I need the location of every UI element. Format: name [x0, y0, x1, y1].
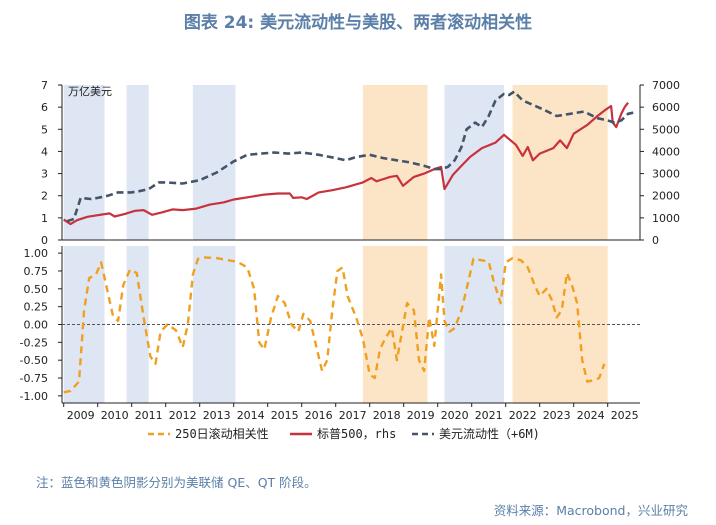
x-tick-label: 2023 — [543, 409, 571, 422]
corr-y-tick-label: 0.25 — [24, 301, 49, 314]
correlation-line — [63, 256, 606, 394]
right-y-tick-label: 5000 — [652, 123, 680, 136]
x-tick-label: 2025 — [611, 409, 639, 422]
right-y-tick-label: 0 — [652, 234, 659, 247]
sp500-line — [63, 102, 629, 226]
legend: 250日滚动相关性 标普500，rhs 美元流动性（+6M) — [148, 426, 540, 441]
series-layer — [63, 90, 634, 394]
x-tick-label: 2019 — [407, 409, 435, 422]
right-y-tick-label: 6000 — [652, 101, 680, 114]
right-y-tick-label: 7000 — [652, 79, 680, 92]
x-tick-label: 2009 — [67, 409, 95, 422]
corr-y-tick-label: -0.25 — [20, 336, 48, 349]
corr-y-tick-label: 0.50 — [24, 283, 49, 296]
right-y-tick-label: 2000 — [652, 190, 680, 203]
right-y-tick-label: 4000 — [652, 145, 680, 158]
x-tick-label: 2010 — [101, 409, 129, 422]
x-tick-label: 2011 — [135, 409, 163, 422]
x-tick-label: 2016 — [305, 409, 333, 422]
chart: 0 1 2 3 4 5 6 7 0 1000 2000 3000 4000 5000 6000 7000 万亿美… — [20, 79, 680, 441]
x-tick-label: 2014 — [237, 409, 265, 422]
corr-y-tick-label: 0.00 — [24, 319, 49, 332]
right-y-tick-label: 3000 — [652, 168, 680, 181]
footnote: 注：蓝色和黄色阴影分别为美联储 QE、QT 阶段。 — [36, 475, 317, 490]
qe-shade-top-3 — [444, 85, 504, 240]
corr-y-tick-label: 1.00 — [24, 247, 49, 260]
x-tick-label: 2013 — [203, 409, 231, 422]
x-tick-label: 2022 — [509, 409, 537, 422]
qe-shade-top-2 — [192, 85, 236, 240]
left-y-tick-label: 4 — [41, 145, 48, 158]
left-y-tick-label: 3 — [41, 168, 48, 181]
legend-correlation-label: 250日滚动相关性 — [175, 426, 269, 441]
left-y-tick-label: 0 — [41, 234, 48, 247]
qt-shade-top-0 — [362, 85, 428, 240]
qe-shade-top-1 — [126, 85, 149, 240]
x-tick-label: 2021 — [475, 409, 503, 422]
corr-y-tick-label: 0.75 — [24, 265, 49, 278]
x-tick-label: 2017 — [339, 409, 367, 422]
x-tick-label: 2024 — [577, 409, 605, 422]
left-y-tick-label: 2 — [41, 190, 48, 203]
x-tick-label: 2018 — [373, 409, 401, 422]
x-tick-label: 2020 — [441, 409, 469, 422]
axes-layer: 0 1 2 3 4 5 6 7 0 1000 2000 3000 4000 5000 6000 7000 万亿美… — [20, 79, 680, 422]
left-y-tick-label: 1 — [41, 212, 48, 225]
source-note: 资料来源：Macrobond，兴业研究 — [493, 503, 688, 518]
legend-sp500-label: 标普500，rhs — [317, 427, 396, 441]
legend-liquidity-label: 美元流动性（+6M) — [439, 427, 540, 441]
liquidity-line — [66, 90, 634, 223]
left-y-tick-label: 6 — [41, 101, 48, 114]
corr-y-tick-label: -0.50 — [20, 354, 48, 367]
page-title: 图表 24: 美元流动性与美股、两者滚动相关性 — [183, 13, 533, 33]
left-y-tick-label: 5 — [41, 123, 48, 136]
right-y-tick-label: 1000 — [652, 212, 680, 225]
corr-y-tick-label: -1.00 — [20, 390, 48, 403]
x-tick-label: 2012 — [169, 409, 197, 422]
qt-shade-top-1 — [512, 85, 608, 240]
x-tick-label: 2015 — [271, 409, 299, 422]
unit-label: 万亿美元 — [68, 85, 112, 98]
corr-y-tick-label: -0.75 — [20, 372, 48, 385]
left-y-tick-label: 7 — [41, 79, 48, 92]
shading-layer — [63, 85, 608, 403]
